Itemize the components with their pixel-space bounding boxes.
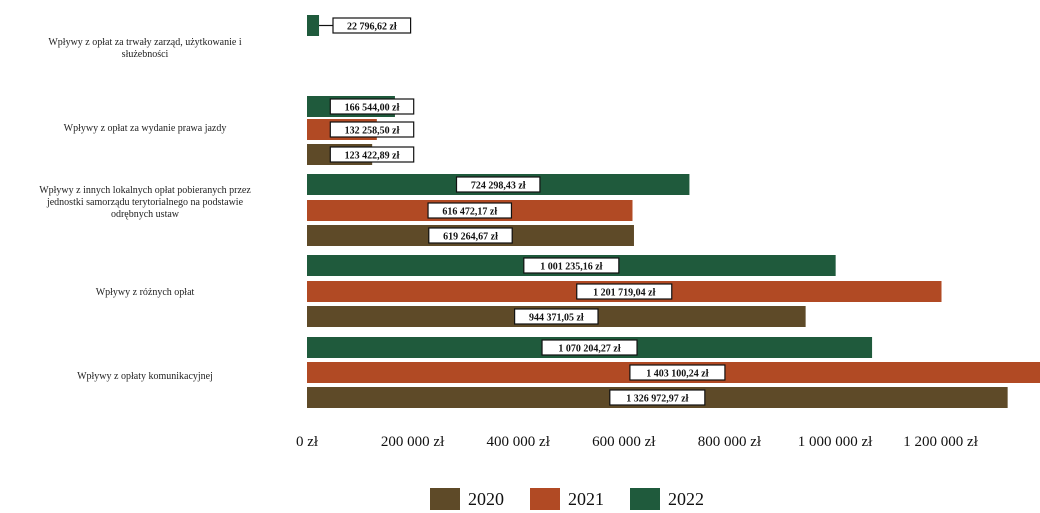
legend-label: 2022 xyxy=(668,489,704,509)
legend-label: 2021 xyxy=(568,489,604,509)
data-label: 22 796,62 zł xyxy=(347,22,397,33)
data-label: 1 201 719,04 zł xyxy=(593,288,655,299)
data-label: 616 472,17 zł xyxy=(442,207,497,218)
data-label: 166 544,00 zł xyxy=(345,103,400,114)
data-label: 123 422,89 zł xyxy=(345,151,400,162)
category-label: Wpływy z różnych opłat xyxy=(96,287,195,298)
x-tick-label: 400 000 zł xyxy=(487,434,551,450)
data-label: 724 298,43 zł xyxy=(471,181,526,192)
data-label-box xyxy=(455,176,541,193)
legend-swatch xyxy=(530,488,560,510)
data-label-box xyxy=(329,98,415,115)
data-label-box xyxy=(576,283,673,300)
data-label-box xyxy=(329,121,415,138)
data-label: 1 403 100,24 zł xyxy=(646,369,708,380)
data-label: 1 001 235,16 zł xyxy=(540,262,602,273)
legend-label: 2020 xyxy=(468,489,504,509)
data-label-box xyxy=(609,389,706,406)
x-tick-label: 0 zł xyxy=(296,434,319,450)
x-tick-label: 1 000 000 zł xyxy=(798,434,873,450)
data-label: 619 264,67 zł xyxy=(443,232,498,243)
x-tick-label: 200 000 zł xyxy=(381,434,445,450)
data-label-box xyxy=(541,339,638,356)
data-label-box xyxy=(514,308,599,325)
data-label-box xyxy=(332,17,412,34)
legend-swatch xyxy=(430,488,460,510)
data-label-box xyxy=(629,364,726,381)
bar-2022 xyxy=(307,15,320,36)
data-label: 944 371,05 zł xyxy=(529,313,584,324)
data-label-box xyxy=(428,227,513,244)
data-label: 1 326 972,97 zł xyxy=(626,394,688,405)
category-label: Wpływy z innych lokalnych opłat pobieran… xyxy=(39,185,251,220)
data-label: 1 070 204,27 zł xyxy=(558,344,620,355)
data-label: 132 258,50 zł xyxy=(345,126,400,137)
data-label-box xyxy=(523,257,620,274)
category-label: Wpływy z opłat za trwały zarząd, użytkow… xyxy=(48,37,241,60)
x-tick-label: 800 000 zł xyxy=(698,434,762,450)
data-label-box xyxy=(427,202,513,219)
category-label: Wpływy z opłat za wydanie prawa jazdy xyxy=(64,123,227,134)
x-tick-label: 600 000 zł xyxy=(592,434,656,450)
legend-swatch xyxy=(630,488,660,510)
x-tick-label: 1 200 000 zł xyxy=(903,434,978,450)
category-label: Wpływy z opłaty komunikacyjnej xyxy=(77,371,213,382)
data-label-box xyxy=(329,146,415,163)
